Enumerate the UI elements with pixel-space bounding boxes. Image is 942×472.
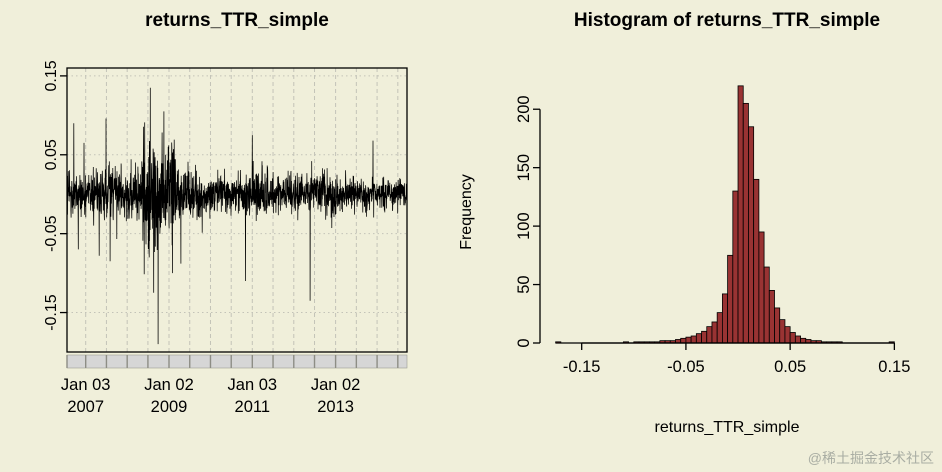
y-tick-label: 200 (515, 95, 533, 123)
y-tick-label: 150 (515, 154, 533, 182)
timeseries-title: returns_TTR_simple (145, 10, 329, 31)
x-tick-label-line2: 2011 (235, 398, 270, 416)
histogram-bar (800, 337, 807, 344)
histogram-bar (727, 254, 734, 344)
x-tick-label: -0.05 (667, 358, 705, 376)
y-tick-label: -0.15 (43, 294, 60, 331)
histogram-bar (721, 293, 729, 344)
histogram-bar (768, 289, 775, 344)
x-tick-label: -0.15 (563, 358, 601, 376)
histogram-bar (680, 337, 687, 344)
y-tick-label: 50 (515, 275, 533, 293)
histogram-y-axis-label: Frequency (458, 174, 475, 250)
x-tick-label-line1: Jan 02 (311, 376, 361, 394)
histogram-title: Histogram of returns_TTR_simple (573, 10, 881, 31)
histogram-bar (774, 307, 781, 344)
x-tick-label-line2: 2013 (317, 398, 354, 416)
plot-border (66, 67, 408, 353)
histogram-bar (701, 330, 708, 344)
x-tick-label-line2: 2009 (151, 398, 188, 416)
histogram-bar (758, 231, 765, 344)
histogram-bar (716, 312, 723, 344)
histogram-bar (737, 85, 744, 344)
x-tick-label: 0.15 (878, 358, 910, 376)
histogram-x-axis-label: returns_TTR_simple (654, 419, 800, 436)
histogram-bar (753, 178, 760, 344)
histogram-bar (763, 266, 770, 344)
histogram-bar (732, 190, 739, 344)
y-tick-label: 0.05 (43, 139, 60, 170)
returns-series-line (66, 87, 408, 345)
x-tick-label: 0.05 (774, 358, 806, 376)
histogram-bar (794, 335, 801, 344)
x-tick-label-line1: Jan 03 (228, 376, 278, 394)
y-tick-label: 100 (515, 212, 533, 240)
histogram-bar (690, 335, 697, 344)
histogram-bar (695, 333, 702, 344)
histogram-bar (789, 332, 796, 344)
watermark: @稀土掘金技术社区 (807, 450, 934, 466)
histogram-bar (685, 336, 692, 344)
histogram-bar (748, 126, 755, 344)
histogram-bar (742, 102, 749, 344)
histogram-bar (706, 326, 713, 344)
y-tick-label: -0.05 (43, 215, 60, 252)
x-tick-label-line1: Jan 02 (144, 376, 194, 394)
x-tick-label-line1: Jan 03 (61, 376, 111, 394)
histogram-bar (779, 319, 786, 344)
x-tick-label-line2: 2007 (67, 398, 104, 416)
histogram-bar (784, 326, 791, 344)
y-tick-label: 0.15 (43, 60, 60, 91)
y-tick-label: 0 (515, 338, 533, 347)
histogram-bar (711, 321, 718, 344)
